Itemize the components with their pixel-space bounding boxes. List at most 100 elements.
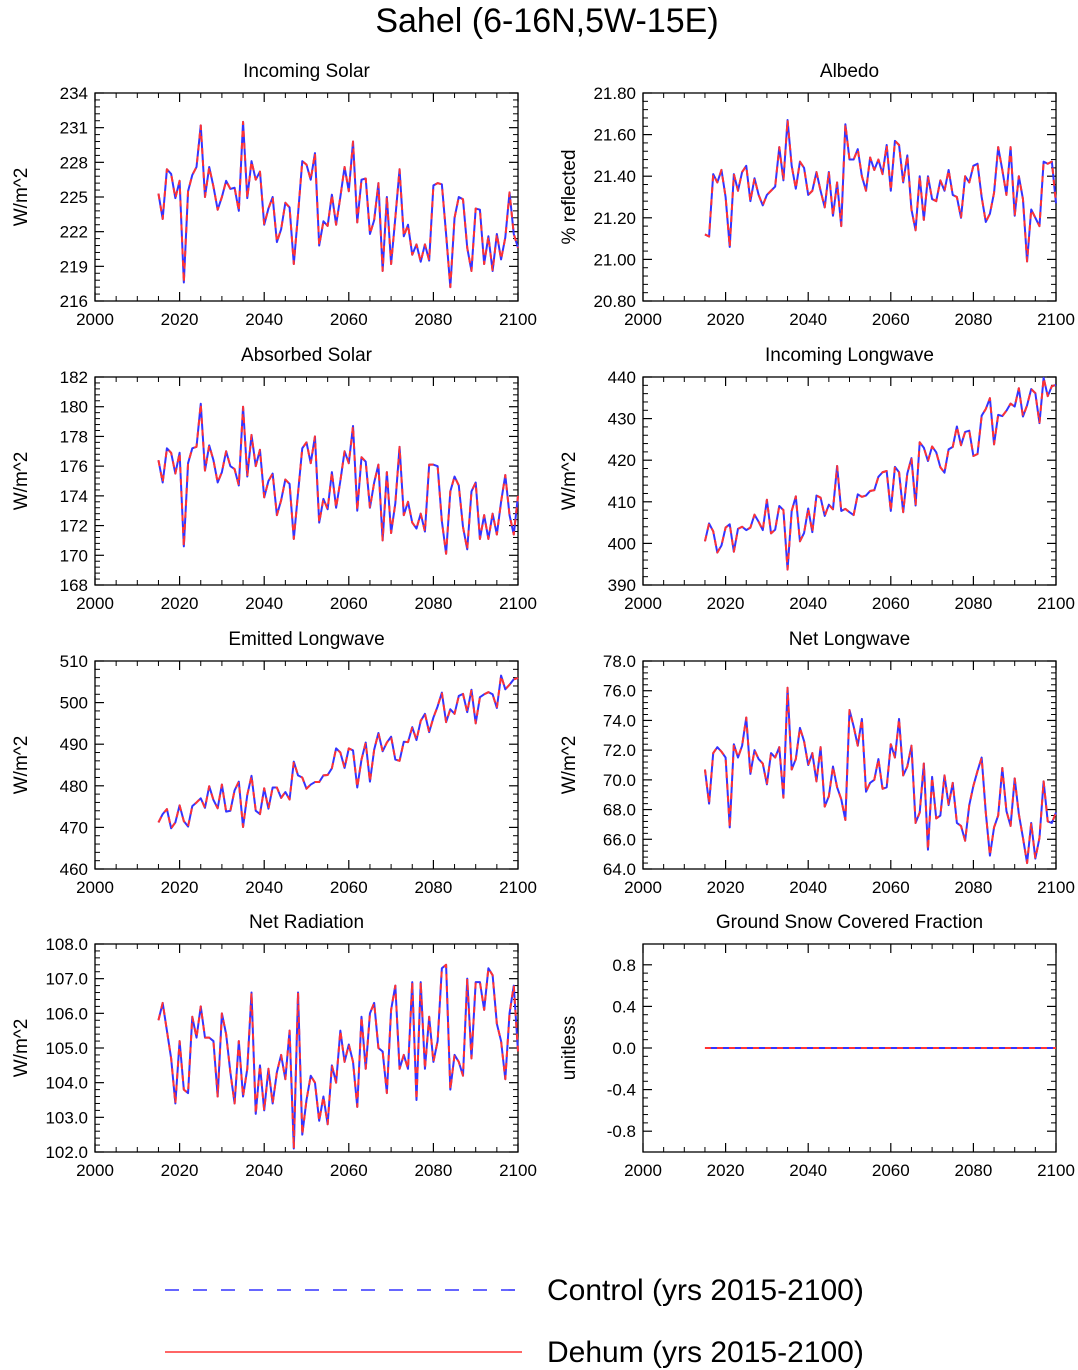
x-tick-label: 2000 [76,878,114,897]
series-line-control-yrs-2015-2100 [703,376,1057,571]
y-tick-label: 490 [60,735,88,754]
y-tick-label: 72.0 [603,741,636,760]
y-tick-label: 64.0 [603,860,636,879]
x-tick-label: 2080 [414,878,452,897]
y-tick-label: 0.8 [612,956,636,975]
y-tick-label: 0.0 [612,1039,636,1058]
y-axis-label: W/m^2 [11,452,32,511]
y-tick-label: 108.0 [45,935,88,954]
x-tick-label: 2100 [499,878,537,897]
y-tick-label: 105.0 [45,1039,88,1058]
x-tick-label: 2040 [245,1161,283,1180]
x-tick-label: 2020 [161,1161,199,1180]
y-tick-label: -0.4 [607,1081,636,1100]
panel-ground-snow-covered-fraction: Ground Snow Covered Fraction unitless 2000… [559,912,1075,1180]
x-tick-label: 2020 [161,310,199,329]
y-tick-label: 180 [60,398,88,417]
x-tick-label: 2080 [414,1161,452,1180]
y-tick-label: 21.60 [593,126,636,145]
x-tick-label: 2040 [789,878,827,897]
x-tick-label: 2060 [872,878,910,897]
panel-incoming-solar: Incoming Solar W/m^2 2000 2020 2040 2060 2080 2… [11,61,537,329]
y-tick-label: 216 [60,292,88,311]
y-tick-label: 500 [60,694,88,713]
x-tick-label: 2060 [330,594,368,613]
y-tick-label: 102.0 [45,1143,88,1162]
x-tick-label: 2000 [624,878,662,897]
x-tick-label: 2060 [330,1161,368,1180]
x-tick-label: 2060 [330,878,368,897]
plot-frame [642,376,1057,586]
x-tick-label: 2000 [76,310,114,329]
series-line-dehum-yrs-2015-2100 [157,402,519,555]
x-tick-label: 2000 [76,594,114,613]
y-tick-label: 480 [60,777,88,796]
y-tick-label: 107.0 [45,970,88,989]
y-tick-label: 460 [60,860,88,879]
x-tick-label: 2020 [161,878,199,897]
y-tick-label: 440 [608,368,636,387]
y-tick-label: 106.0 [45,1004,88,1023]
chart-title: Absorbed Solar [241,345,373,366]
x-tick-label: 2100 [1037,1161,1075,1180]
y-tick-label: 70.0 [603,771,636,790]
panel-albedo: Albedo % reflected 2000 2020 2040 2060 2080 210… [559,61,1075,329]
x-tick-label: 2100 [1037,878,1075,897]
y-tick-label: 176 [60,457,88,476]
y-tick-label: 225 [60,188,88,207]
x-tick-label: 2000 [624,310,662,329]
y-axis-label: W/m^2 [11,168,32,227]
x-tick-label: 2100 [1037,310,1075,329]
y-tick-label: 21.40 [593,167,636,186]
legend-control-label: Control (yrs 2015-2100) [547,1274,864,1307]
x-tick-label: 2020 [707,594,745,613]
panel-net-longwave: Net Longwave W/m^2 2000 2020 2040 2060 2080 210… [559,629,1075,897]
chart-title: Albedo [820,61,879,82]
y-tick-label: 0.4 [612,997,636,1016]
y-tick-label: 234 [60,84,88,103]
x-tick-label: 2060 [330,310,368,329]
y-tick-label: 174 [60,487,88,506]
panel-net-radiation: Net Radiation W/m^2 2000 2020 2040 2060 2080 21… [11,912,537,1180]
chart-title: Net Longwave [789,629,910,650]
y-tick-label: 420 [608,451,636,470]
series-line-dehum-yrs-2015-2100 [704,119,1057,263]
y-tick-label: 182 [60,368,88,387]
series-line-dehum-yrs-2015-2100 [157,674,519,830]
y-tick-label: 66.0 [603,830,636,849]
panels: Incoming Solar W/m^2 2000 2020 2040 2060 2080 2… [11,61,1075,1180]
y-tick-label: 400 [608,534,636,553]
chart-title: Incoming Solar [243,61,370,82]
y-tick-label: 178 [60,427,88,446]
x-tick-label: 2080 [954,310,992,329]
x-tick-label: 2080 [954,878,992,897]
y-tick-label: 172 [60,517,88,536]
x-tick-label: 2100 [499,594,537,613]
y-tick-label: 104.0 [45,1074,88,1093]
x-tick-label: 2000 [624,1161,662,1180]
x-tick-label: 2040 [789,310,827,329]
x-tick-label: 2100 [1037,594,1075,613]
y-tick-label: 68.0 [603,801,636,820]
y-tick-label: 21.20 [593,209,636,228]
x-tick-label: 2000 [624,594,662,613]
x-tick-label: 2100 [499,1161,537,1180]
x-tick-label: 2080 [414,594,452,613]
y-axis-label: W/m^2 [559,452,580,511]
x-tick-label: 2020 [707,1161,745,1180]
x-tick-label: 2080 [414,310,452,329]
x-tick-label: 2020 [161,594,199,613]
x-tick-label: 2060 [872,594,910,613]
x-tick-label: 2020 [707,310,745,329]
chart-title: Incoming Longwave [765,345,934,366]
y-tick-label: 410 [608,493,636,512]
y-axis-label: W/m^2 [11,736,32,795]
plot-frame [94,943,519,1153]
y-tick-label: 168 [60,576,88,595]
series-line-dehum-yrs-2015-2100 [703,376,1057,571]
y-tick-label: 78.0 [603,652,636,671]
y-tick-label: 103.0 [45,1108,88,1127]
y-tick-label: 21.00 [593,250,636,269]
x-tick-label: 2000 [76,1161,114,1180]
